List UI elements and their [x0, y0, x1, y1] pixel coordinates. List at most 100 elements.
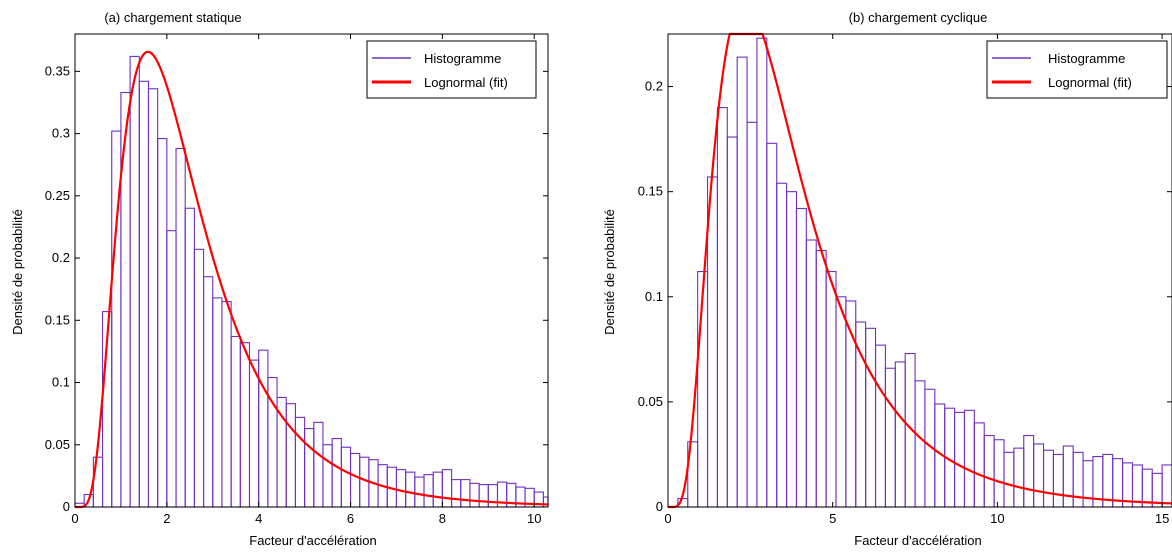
histogram-bar — [184, 207, 195, 508]
x-tick-label: 2 — [163, 511, 170, 526]
x-tick-label: 10 — [990, 511, 1004, 526]
histogram-bar — [451, 479, 462, 508]
histogram-bar — [736, 56, 748, 508]
histogram-bar — [766, 142, 778, 508]
histogram-bar — [1161, 464, 1172, 508]
x-axis-label: Facteur d'accélération — [249, 533, 377, 548]
histogram-bar — [322, 444, 333, 508]
legend-fit-label: Lognormal (fit) — [424, 75, 508, 90]
x-tick-label: 4 — [255, 511, 262, 526]
histogram-bar — [193, 248, 205, 508]
histogram-bar — [239, 342, 251, 508]
histogram-bar — [756, 37, 768, 508]
histogram-bar — [835, 296, 847, 508]
histogram-bar — [276, 396, 287, 508]
histogram-bars — [74, 55, 549, 508]
legend-box — [366, 40, 537, 99]
histogram-bar — [414, 476, 425, 508]
y-tick-label: 0.3 — [52, 126, 70, 141]
histogram-bar — [983, 434, 995, 508]
histogram-bar — [795, 207, 807, 508]
histogram-bar — [405, 471, 416, 508]
y-axis-label: Densité de probabilité — [10, 209, 25, 335]
histogram-bar — [973, 422, 985, 508]
histogram-bar — [175, 147, 186, 508]
histogram-bar — [349, 452, 361, 508]
lognormal-fit-line — [75, 50, 549, 509]
histogram-bar — [294, 416, 306, 508]
legend: Histogramme Lognormal (fit) — [366, 40, 537, 99]
y-tick-label: 0.05 — [45, 437, 70, 452]
histogram-bar — [776, 182, 788, 508]
histogram-bar — [340, 446, 352, 508]
histogram-bar — [894, 361, 906, 508]
histogram-bar — [1023, 434, 1035, 508]
histogram-bars — [677, 37, 1172, 508]
histogram-bar — [874, 344, 886, 508]
histogram-bar — [805, 239, 817, 508]
histogram-bar — [746, 121, 758, 508]
histogram-bar — [914, 380, 926, 508]
y-tick-label: 0.15 — [45, 312, 70, 327]
y-tick-label: 0.15 — [638, 184, 663, 199]
histogram-bar — [706, 176, 718, 508]
axes-frame — [74, 33, 549, 508]
histogram-bar — [423, 474, 434, 508]
legend: Histogramme Lognormal (fit) — [986, 40, 1168, 99]
histogram-bar — [203, 276, 214, 508]
histogram-bar — [1062, 445, 1074, 508]
histogram-bar — [716, 107, 728, 508]
histogram-bar — [1013, 447, 1025, 508]
histogram-bar — [166, 230, 177, 508]
ticks: 0 2 4 6 8 10 0 0.05 0.1 0.15 0.2 0.25 0.3 0.35 — [45, 34, 548, 526]
histogram-bar — [487, 484, 499, 508]
histogram-bar — [147, 88, 159, 508]
chart-panel-cyclic: (b) chargement cyclique Densité de proba… — [602, 10, 1172, 548]
histogram-bar — [460, 479, 471, 508]
histogram-bar — [248, 359, 260, 508]
histogram-bar — [1003, 451, 1015, 508]
histogram-bar — [313, 421, 324, 508]
histogram-bar — [786, 191, 798, 508]
histogram-bar — [855, 321, 867, 508]
x-axis-label: Facteur d'accélération — [854, 533, 982, 548]
y-tick-label: 0.1 — [645, 289, 663, 304]
x-tick-label: 6 — [347, 511, 354, 526]
histogram-bar — [138, 80, 150, 508]
histogram-bar — [1072, 451, 1084, 508]
y-tick-label: 0.2 — [52, 250, 70, 265]
y-tick-label: 0.25 — [45, 188, 70, 203]
x-tick-label: 5 — [829, 511, 836, 526]
y-tick-label: 0 — [656, 499, 663, 514]
chart-title: (a) chargement statique — [104, 10, 241, 25]
chart-panel-static: (a) chargement statique Densité de proba… — [10, 10, 549, 548]
histogram-bar — [478, 484, 489, 508]
x-tick-label: 0 — [664, 511, 671, 526]
histogram-bar — [726, 136, 738, 508]
x-tick-label: 10 — [527, 511, 541, 526]
legend-box — [986, 40, 1168, 99]
y-tick-label: 0.05 — [638, 394, 663, 409]
legend-histogram-label: Histogramme — [1048, 51, 1125, 66]
legend-fit-label: Lognormal (fit) — [1048, 75, 1132, 90]
axes-frame — [667, 33, 1172, 508]
legend-histogram-label: Histogramme — [424, 51, 501, 66]
histogram-bar — [157, 138, 168, 508]
ticks: 0 5 10 15 0 0.05 0.1 0.15 0.2 — [638, 34, 1172, 526]
histogram-bar — [884, 367, 896, 508]
histogram-bar — [212, 297, 223, 508]
histogram-bar — [230, 335, 241, 508]
y-tick-label: 0.1 — [52, 375, 70, 390]
histogram-bar — [285, 403, 296, 508]
histogram-bar — [1033, 443, 1045, 508]
histogram-bar — [815, 249, 827, 508]
histogram-bar — [441, 469, 453, 508]
histogram-bar — [1042, 449, 1054, 508]
histogram-bar — [963, 409, 975, 508]
y-tick-label: 0 — [63, 499, 70, 514]
x-tick-label: 15 — [1155, 511, 1169, 526]
histogram-bar — [1082, 460, 1094, 508]
x-tick-label: 0 — [71, 511, 78, 526]
histogram-bar — [469, 482, 480, 508]
x-tick-label: 8 — [439, 511, 446, 526]
